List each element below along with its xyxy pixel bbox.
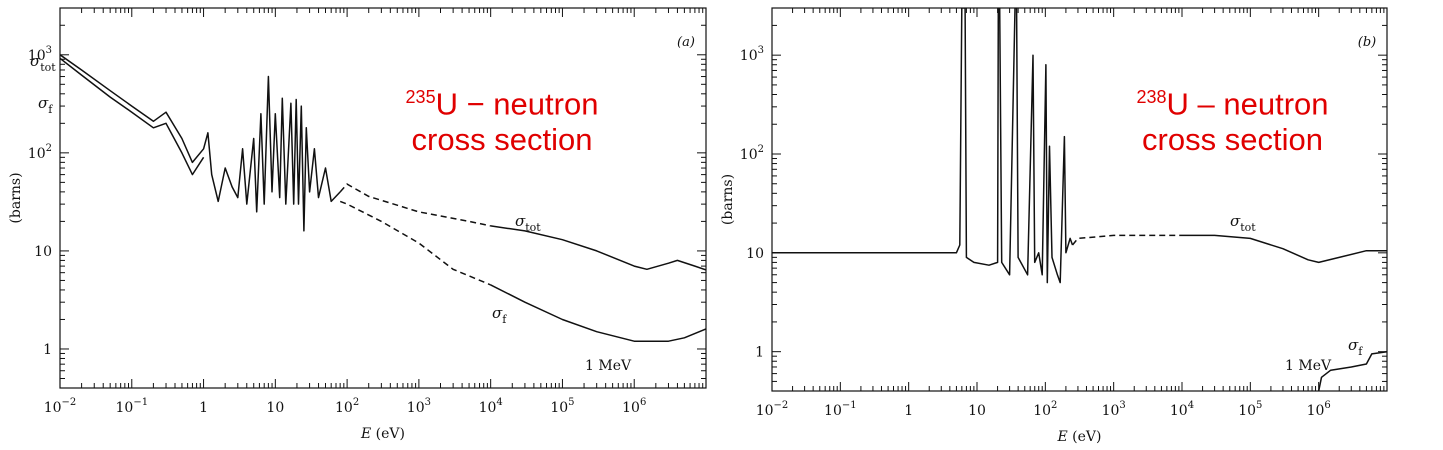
series-label-f-a2: σf bbox=[492, 304, 507, 326]
x-tick-label-a: 10−2 bbox=[44, 397, 77, 416]
x-tick-label-b: 106 bbox=[1307, 400, 1331, 419]
series-dashed-tot-b bbox=[1071, 234, 1182, 246]
series-label-tot-a2: σtot bbox=[515, 212, 541, 234]
x-tick-label-a: 1 bbox=[199, 400, 208, 416]
chart-b-overlay: 238U – neutron cross section bbox=[1105, 75, 1360, 163]
series-line-f-a bbox=[60, 57, 205, 176]
x-tick-label-a: 103 bbox=[407, 397, 431, 416]
series-label-tot-a: σtot bbox=[30, 52, 56, 74]
chart-a-overlay: 235U − neutron cross section bbox=[382, 75, 622, 163]
chart-a-svg: 10−2 10−1 1 10 102 103 104 105 106 1 10 102 103 (barn… bbox=[8, 7, 707, 442]
plot-frame-b bbox=[771, 7, 1388, 392]
chart-b-overlay-mass: 238 bbox=[1136, 87, 1167, 107]
x-tick-label-a: 105 bbox=[550, 397, 574, 416]
y-tick-label-a: 103 bbox=[28, 45, 52, 64]
chart-b-overlay-line1: U – neutron bbox=[1166, 86, 1329, 122]
chart-panel-a: 10−2 10−1 1 10 102 103 104 105 106 1 10 102 103 (barn… bbox=[0, 0, 720, 450]
chart-b-svg: 10−2 10−1 1 10 102 103 104 105 106 1 10 102 103 (barn… bbox=[720, 7, 1388, 445]
chart-panel-b: 10−2 10−1 1 10 102 103 104 105 106 1 10 102 103 (barn… bbox=[720, 0, 1443, 450]
y-tick-label-a: 10 bbox=[34, 244, 52, 260]
y-tick-label-b: 1 bbox=[755, 345, 764, 361]
series-dashed-f-a bbox=[339, 200, 491, 286]
series-dashed-tot-a bbox=[339, 183, 491, 227]
x-tick-label-b: 105 bbox=[1238, 400, 1262, 419]
x-tick-label-b: 10−1 bbox=[824, 400, 857, 419]
y-axis-label-b: (barns) bbox=[720, 174, 736, 225]
series-tail-tot-a bbox=[490, 225, 706, 271]
x-tick-label-a: 10−1 bbox=[115, 397, 148, 416]
y-tick-label-a: 102 bbox=[28, 143, 52, 162]
series-tail-tot-b bbox=[1182, 234, 1387, 264]
x-tick-label-b: 103 bbox=[1102, 400, 1126, 419]
y-tick-label-b: 103 bbox=[740, 45, 764, 64]
note-1mev-a: 1 MeV bbox=[585, 358, 632, 374]
note-1mev-b: 1 MeV bbox=[1285, 358, 1332, 374]
panel-label-a: (a) bbox=[677, 35, 695, 50]
y-tick-label-b: 102 bbox=[740, 144, 764, 163]
chart-b-overlay-line2: cross section bbox=[1142, 122, 1323, 158]
x-tick-label-a: 106 bbox=[622, 397, 646, 416]
chart-a-overlay-line2: cross section bbox=[411, 122, 593, 158]
panel-label-b: (b) bbox=[1358, 35, 1376, 50]
series-label-f-b: σf bbox=[1348, 336, 1363, 358]
y-tick-label-a: 1 bbox=[43, 342, 52, 358]
series-label-f-a: σf bbox=[38, 94, 53, 116]
x-tick-label-a: 10 bbox=[266, 400, 284, 416]
series-tail-f-a bbox=[490, 284, 706, 342]
series-label-tot-b: σtot bbox=[1230, 212, 1256, 234]
chart-a-overlay-mass: 235 bbox=[405, 87, 436, 107]
series-line-f-b bbox=[1317, 350, 1387, 391]
y-tick-label-b: 10 bbox=[746, 246, 764, 262]
x-tick-label-b: 1 bbox=[904, 403, 913, 419]
x-tick-label-b: 104 bbox=[1170, 400, 1194, 419]
x-axis-label-b: E (eV) bbox=[1056, 429, 1101, 445]
series-line-tot-b bbox=[772, 8, 1074, 284]
x-tick-label-b: 10−2 bbox=[756, 400, 789, 419]
series-line-tot-a bbox=[60, 54, 341, 232]
x-tick-label-b: 10 bbox=[968, 403, 986, 419]
plot-frame-a bbox=[59, 7, 707, 389]
y-axis-label-a: (barns) bbox=[8, 172, 24, 223]
x-tick-label-a: 102 bbox=[335, 397, 359, 416]
chart-a-overlay-line1: U − neutron bbox=[435, 86, 599, 122]
x-axis-label-a: E (eV) bbox=[360, 426, 405, 442]
x-tick-label-a: 104 bbox=[479, 397, 503, 416]
x-tick-label-b: 102 bbox=[1033, 400, 1057, 419]
